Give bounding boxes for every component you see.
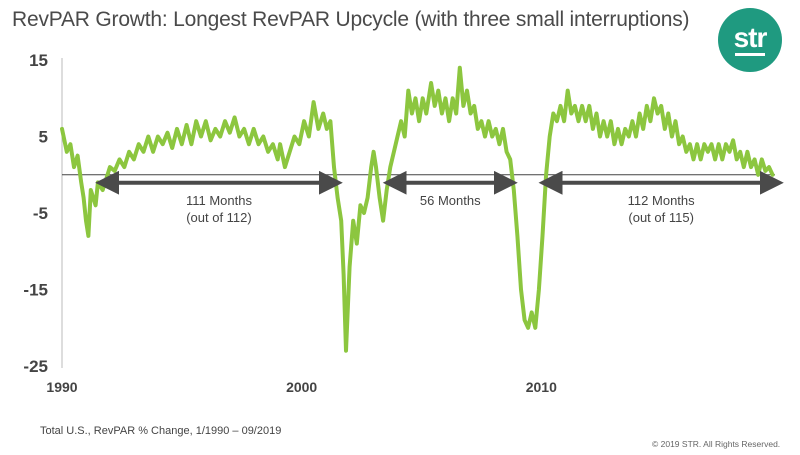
upcycle-label: 56 Months xyxy=(420,193,481,208)
upcycle-label: (out of 112) xyxy=(186,210,252,225)
upcycle-annotations: 111 Months (out of 112) 56 Months 112 Month… xyxy=(95,170,784,225)
str-logo: str xyxy=(718,8,782,72)
chart-title: RevPAR Growth: Longest RevPAR Upcycle (w… xyxy=(12,8,690,31)
x-tick-label: 1990 xyxy=(46,379,77,395)
upcycle-label: 111 Months xyxy=(186,193,253,208)
revpar-line-chart: 15 5 -5 -15 -25 1990 2000 2010 111 Months (out … xyxy=(23,51,784,395)
y-tick-label: 5 xyxy=(39,128,48,147)
y-tick-labels: 15 5 -5 -15 -25 xyxy=(23,51,48,376)
logo-text: str xyxy=(733,21,768,53)
y-tick-label: -25 xyxy=(23,357,48,376)
logo-underline xyxy=(735,52,765,56)
upcycle-label: (out of 115) xyxy=(628,210,694,225)
x-tick-label: 2010 xyxy=(526,379,557,395)
copyright-notice: © 2019 STR. All Rights Reserved. xyxy=(652,439,781,449)
y-tick-label: -5 xyxy=(33,204,48,223)
y-tick-label: 15 xyxy=(29,51,48,70)
x-tick-label: 2000 xyxy=(286,379,317,395)
y-tick-label: -15 xyxy=(23,281,48,300)
revpar-series-line xyxy=(60,65,775,353)
x-tick-labels: 1990 2000 2010 xyxy=(46,379,557,395)
source-footnote: Total U.S., RevPAR % Change, 1/1990 – 09… xyxy=(40,425,282,437)
upcycle-label: 112 Months xyxy=(628,193,695,208)
